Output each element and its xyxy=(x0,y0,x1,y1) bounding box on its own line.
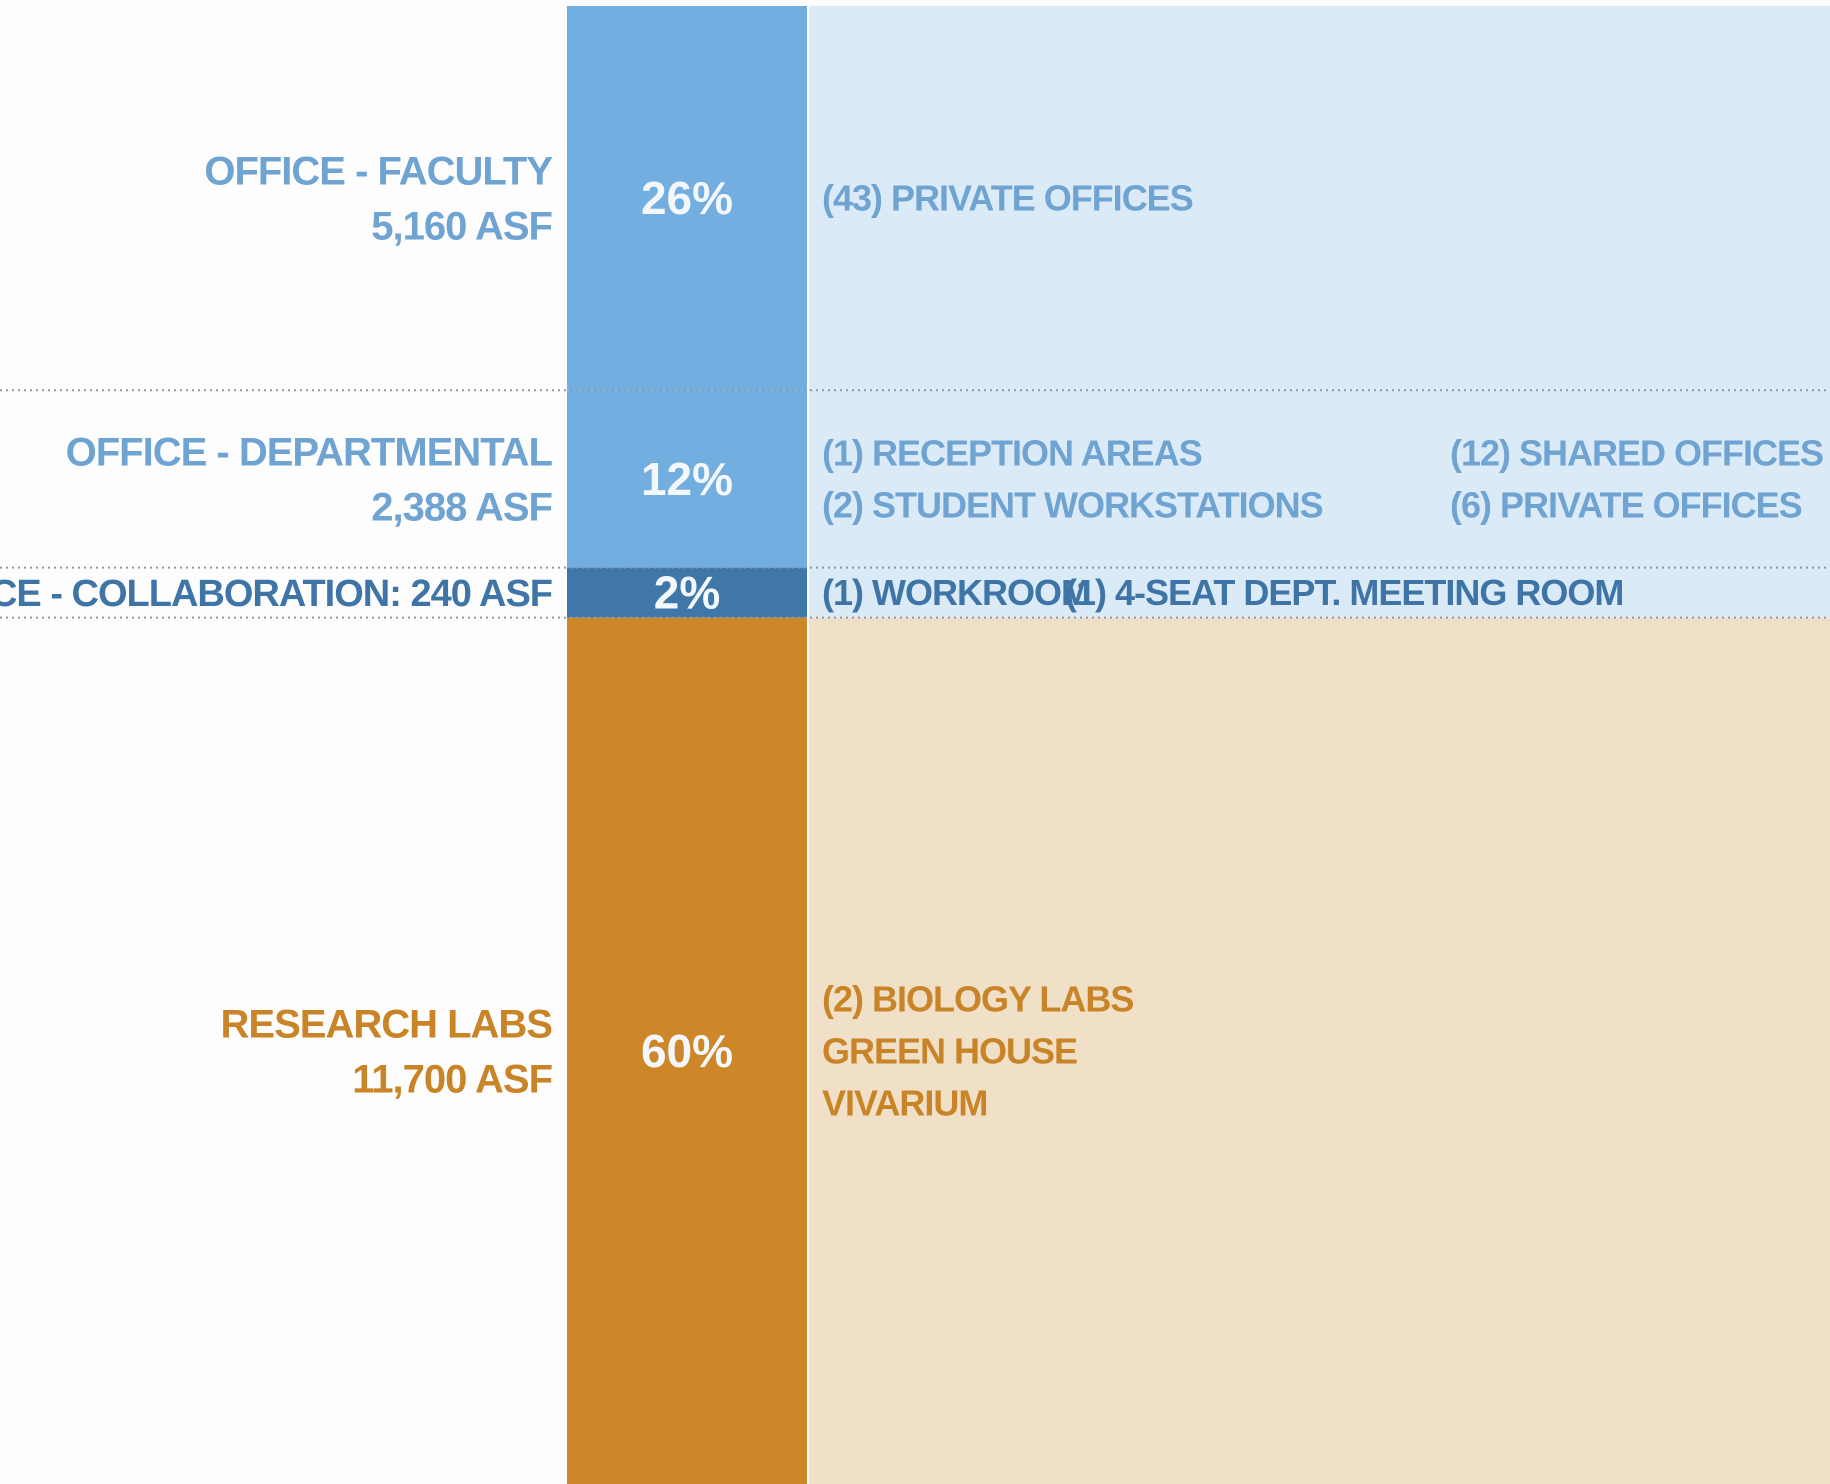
research-labs-detail-item: GREEN HOUSE xyxy=(822,1030,1077,1071)
office-collaboration-percent-label: 2% xyxy=(654,567,720,619)
office-departmental-percent-label: 12% xyxy=(641,453,733,505)
office-faculty-area-label: 5,160 ASF xyxy=(371,205,552,249)
office-faculty-detail-item: (43) PRIVATE OFFICES xyxy=(822,178,1193,219)
office-collaboration-detail-item: (1) WORKROOM xyxy=(822,572,1090,613)
office-departmental-category-label: OFFICE - DEPARTMENTAL xyxy=(66,430,553,474)
office-faculty-percent-label: 26% xyxy=(641,172,733,224)
research-labs-area-label: 11,700 ASF xyxy=(352,1057,552,1101)
research-labs-bar xyxy=(567,617,807,1484)
office-faculty-detail-panel xyxy=(809,6,1830,391)
office-departmental-detail-item: (12) SHARED OFFICES xyxy=(1450,433,1823,474)
office-collaboration-bar xyxy=(567,567,807,618)
office-collaboration-detail-panel xyxy=(809,567,1830,618)
office-departmental-detail-item: (2) STUDENT WORKSTATIONS xyxy=(822,485,1323,526)
office-departmental-detail-panel xyxy=(809,390,1830,568)
office-faculty-category-label: OFFICE - FACULTY xyxy=(204,150,553,194)
research-labs-detail-item: (2) BIOLOGY LABS xyxy=(822,978,1133,1019)
office-faculty-bar xyxy=(567,6,807,391)
research-labs-detail-item: VIVARIUM xyxy=(822,1082,987,1123)
office-collaboration-detail-item: (1) 4-SEAT DEPT. MEETING ROOM xyxy=(1065,572,1623,613)
office-departmental-detail-item: (1) RECEPTION AREAS xyxy=(822,433,1202,474)
office-departmental-area-label: 2,388 ASF xyxy=(371,485,552,529)
research-labs-category-label: RESEARCH LABS xyxy=(221,1002,553,1046)
research-labs-percent-label: 60% xyxy=(641,1025,733,1077)
office-collaboration-category-label: OFFICE - COLLABORATION: 240 ASF xyxy=(0,573,552,615)
office-departmental-bar xyxy=(567,390,807,568)
office-departmental-detail-item: (6) PRIVATE OFFICES xyxy=(1450,485,1802,526)
research-labs-detail-panel xyxy=(809,617,1830,1484)
